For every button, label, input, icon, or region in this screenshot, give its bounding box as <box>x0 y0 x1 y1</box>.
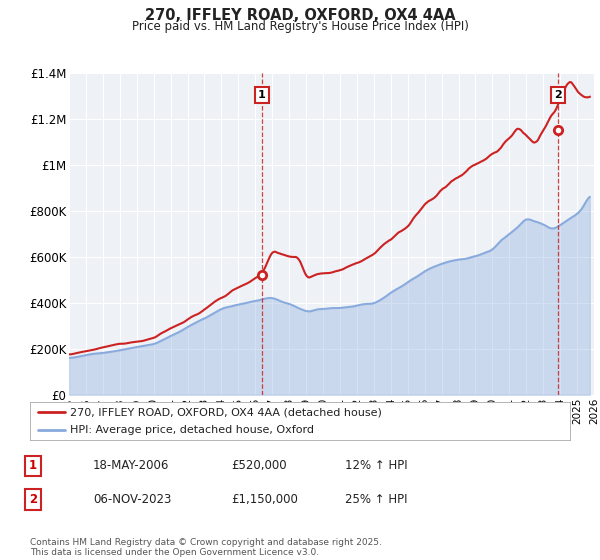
Text: 06-NOV-2023: 06-NOV-2023 <box>93 493 172 506</box>
Text: HPI: Average price, detached house, Oxford: HPI: Average price, detached house, Oxfo… <box>71 425 314 435</box>
Text: 270, IFFLEY ROAD, OXFORD, OX4 4AA: 270, IFFLEY ROAD, OXFORD, OX4 4AA <box>145 8 455 24</box>
Text: 1: 1 <box>29 459 37 473</box>
Text: 2: 2 <box>554 90 562 100</box>
Text: 1: 1 <box>258 90 266 100</box>
Text: 18-MAY-2006: 18-MAY-2006 <box>93 459 169 473</box>
Text: £520,000: £520,000 <box>231 459 287 473</box>
Text: 12% ↑ HPI: 12% ↑ HPI <box>345 459 407 473</box>
Text: 2: 2 <box>29 493 37 506</box>
Text: £1,150,000: £1,150,000 <box>231 493 298 506</box>
Text: 270, IFFLEY ROAD, OXFORD, OX4 4AA (detached house): 270, IFFLEY ROAD, OXFORD, OX4 4AA (detac… <box>71 407 382 417</box>
Text: Price paid vs. HM Land Registry's House Price Index (HPI): Price paid vs. HM Land Registry's House … <box>131 20 469 32</box>
Text: 25% ↑ HPI: 25% ↑ HPI <box>345 493 407 506</box>
Text: Contains HM Land Registry data © Crown copyright and database right 2025.
This d: Contains HM Land Registry data © Crown c… <box>30 538 382 557</box>
